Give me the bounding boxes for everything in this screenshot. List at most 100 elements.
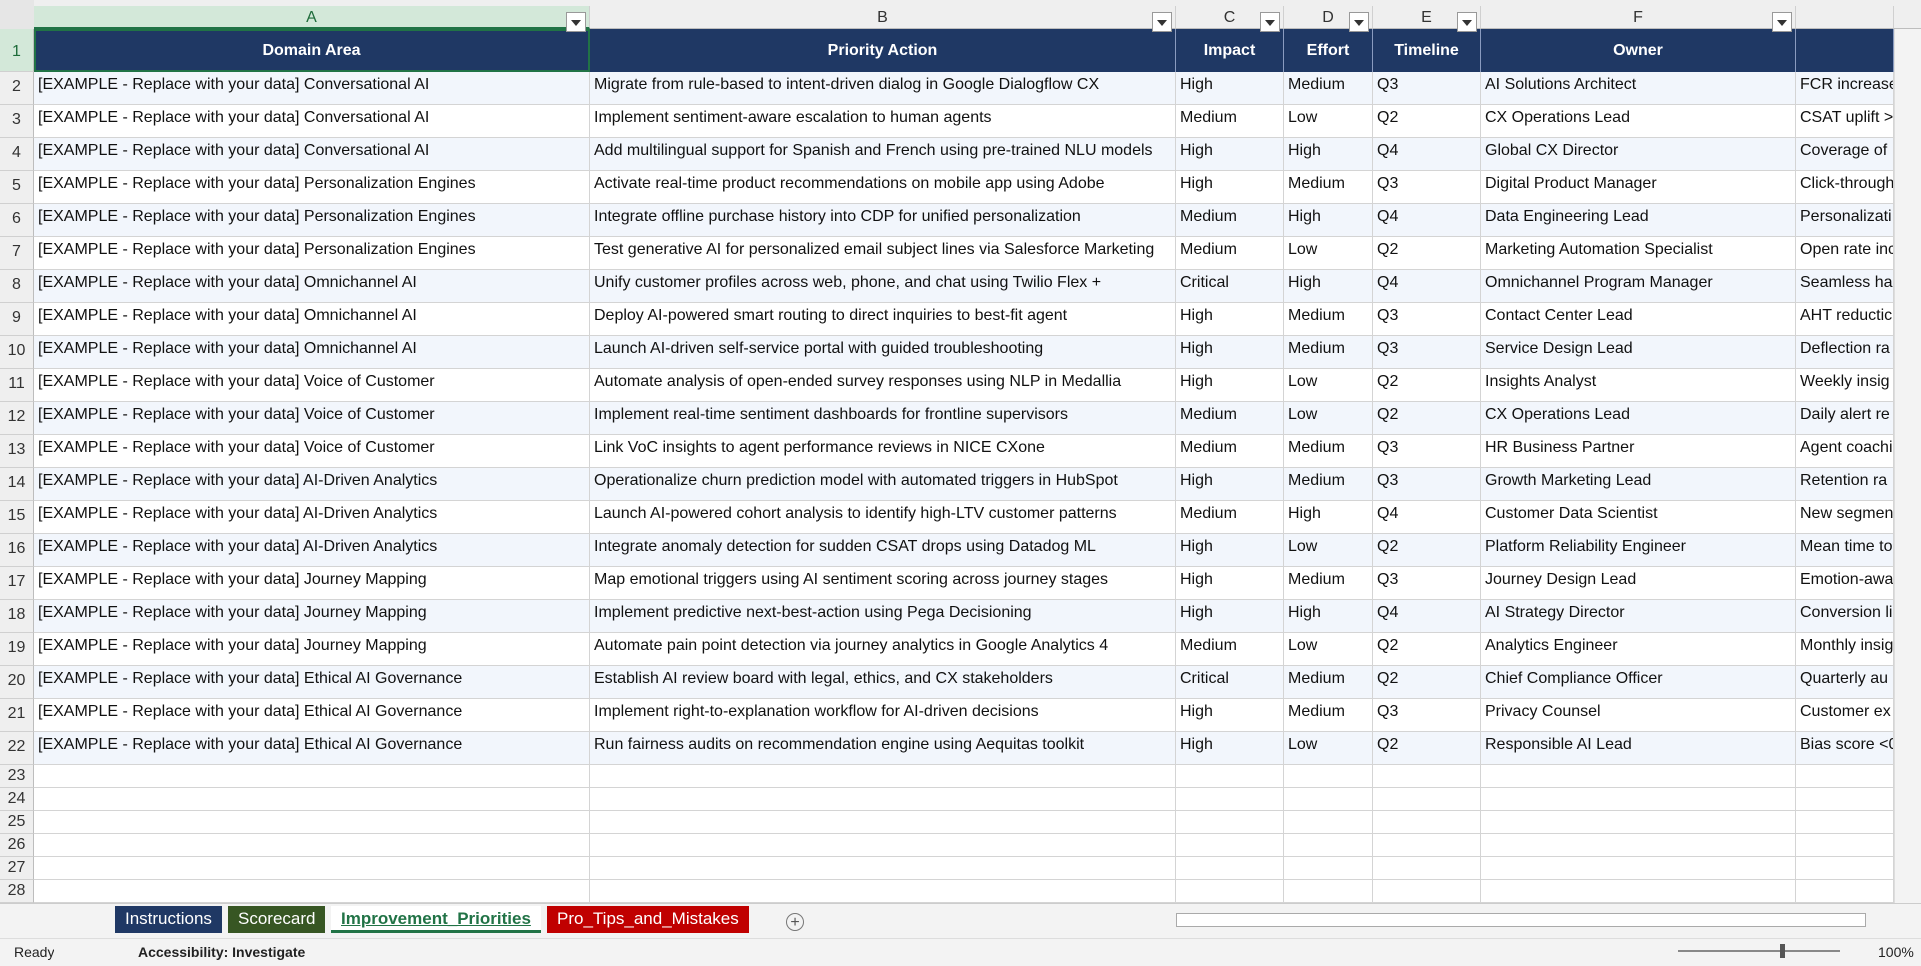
row-number[interactable]: 5: [0, 171, 34, 204]
table-cell[interactable]: Medium: [1284, 336, 1373, 369]
table-cell[interactable]: High: [1284, 138, 1373, 171]
empty-cell[interactable]: [1373, 857, 1481, 880]
table-cell[interactable]: Automate analysis of open-ended survey r…: [590, 369, 1176, 402]
table-cell[interactable]: High: [1176, 600, 1284, 633]
row-number[interactable]: 22: [0, 732, 34, 765]
empty-cell[interactable]: [1373, 811, 1481, 834]
empty-cell[interactable]: [1373, 788, 1481, 811]
table-cell[interactable]: High: [1284, 600, 1373, 633]
table-cell[interactable]: Medium: [1176, 237, 1284, 270]
table-cell[interactable]: Q3: [1373, 699, 1481, 732]
table-cell[interactable]: High: [1284, 501, 1373, 534]
table-cell[interactable]: CSAT uplift >: [1796, 105, 1894, 138]
table-cell[interactable]: Automate pain point detection via journe…: [590, 633, 1176, 666]
table-cell[interactable]: Medium: [1176, 435, 1284, 468]
table-cell[interactable]: High: [1176, 303, 1284, 336]
table-cell[interactable]: High: [1284, 204, 1373, 237]
table-cell[interactable]: Daily alert re: [1796, 402, 1894, 435]
row-number[interactable]: 25: [0, 811, 34, 834]
table-cell[interactable]: High: [1176, 138, 1284, 171]
table-cell[interactable]: Q4: [1373, 138, 1481, 171]
empty-cell[interactable]: [1481, 811, 1796, 834]
empty-cell[interactable]: [1373, 880, 1481, 903]
table-cell[interactable]: Migrate from rule-based to intent-driven…: [590, 72, 1176, 105]
table-cell[interactable]: Coverage of: [1796, 138, 1894, 171]
row-number[interactable]: 3: [0, 105, 34, 138]
table-cell[interactable]: High: [1176, 567, 1284, 600]
table-cell[interactable]: Low: [1284, 237, 1373, 270]
table-cell[interactable]: Privacy Counsel: [1481, 699, 1796, 732]
table-cell[interactable]: High: [1176, 369, 1284, 402]
table-cell[interactable]: Q3: [1373, 171, 1481, 204]
table-cell[interactable]: High: [1176, 534, 1284, 567]
select-all[interactable]: [0, 0, 34, 29]
table-cell[interactable]: Medium: [1176, 501, 1284, 534]
filter-button[interactable]: [1349, 12, 1369, 32]
table-cell[interactable]: AHT reductic: [1796, 303, 1894, 336]
table-cell[interactable]: Link VoC insights to agent performance r…: [590, 435, 1176, 468]
table-cell[interactable]: Low: [1284, 105, 1373, 138]
table-cell[interactable]: Unify customer profiles across web, phon…: [590, 270, 1176, 303]
table-cell[interactable]: Insights Analyst: [1481, 369, 1796, 402]
table-cell[interactable]: Growth Marketing Lead: [1481, 468, 1796, 501]
empty-cell[interactable]: [1284, 834, 1373, 857]
add-sheet-button[interactable]: +: [786, 913, 804, 931]
filter-button[interactable]: [1152, 12, 1172, 32]
row-number[interactable]: 24: [0, 788, 34, 811]
table-cell[interactable]: Q4: [1373, 600, 1481, 633]
table-cell[interactable]: Medium: [1284, 303, 1373, 336]
table-cell[interactable]: FCR increase: [1796, 72, 1894, 105]
column-letter[interactable]: C: [1176, 6, 1284, 29]
table-cell[interactable]: Open rate inc: [1796, 237, 1894, 270]
table-cell[interactable]: Q3: [1373, 72, 1481, 105]
table-cell[interactable]: Medium: [1176, 402, 1284, 435]
empty-cell[interactable]: [34, 788, 590, 811]
empty-cell[interactable]: [1284, 811, 1373, 834]
table-cell[interactable]: [EXAMPLE - Replace with your data] Omnic…: [34, 336, 590, 369]
table-cell[interactable]: Q2: [1373, 666, 1481, 699]
table-cell[interactable]: HR Business Partner: [1481, 435, 1796, 468]
table-cell[interactable]: High: [1176, 468, 1284, 501]
table-cell[interactable]: Q4: [1373, 204, 1481, 237]
table-cell[interactable]: Medium: [1284, 666, 1373, 699]
table-cell[interactable]: Monthly insig: [1796, 633, 1894, 666]
row-number[interactable]: 26: [0, 834, 34, 857]
table-cell[interactable]: Critical: [1176, 270, 1284, 303]
table-cell[interactable]: Establish AI review board with legal, et…: [590, 666, 1176, 699]
table-cell[interactable]: Low: [1284, 633, 1373, 666]
table-cell[interactable]: High: [1176, 72, 1284, 105]
table-cell[interactable]: Q2: [1373, 369, 1481, 402]
table-cell[interactable]: Map emotional triggers using AI sentimen…: [590, 567, 1176, 600]
row-number[interactable]: 19: [0, 633, 34, 666]
empty-cell[interactable]: [1176, 811, 1284, 834]
table-cell[interactable]: Global CX Director: [1481, 138, 1796, 171]
table-cell[interactable]: Implement real-time sentiment dashboards…: [590, 402, 1176, 435]
column-letter[interactable]: B: [590, 6, 1176, 29]
empty-cell[interactable]: [590, 811, 1176, 834]
table-cell[interactable]: Omnichannel Program Manager: [1481, 270, 1796, 303]
table-cell[interactable]: New segmen: [1796, 501, 1894, 534]
empty-cell[interactable]: [1796, 857, 1894, 880]
table-cell[interactable]: Deflection ra: [1796, 336, 1894, 369]
table-cell[interactable]: Medium: [1284, 567, 1373, 600]
table-cell[interactable]: [EXAMPLE - Replace with your data] Journ…: [34, 633, 590, 666]
table-cell[interactable]: Critical: [1176, 666, 1284, 699]
table-cell[interactable]: Implement right-to-explanation workflow …: [590, 699, 1176, 732]
empty-cell[interactable]: [34, 765, 590, 788]
row-number[interactable]: 21: [0, 699, 34, 732]
table-cell[interactable]: Medium: [1284, 72, 1373, 105]
table-cell[interactable]: Q2: [1373, 732, 1481, 765]
table-cell[interactable]: Activate real-time product recommendatio…: [590, 171, 1176, 204]
table-cell[interactable]: Q3: [1373, 468, 1481, 501]
table-cell[interactable]: Q2: [1373, 534, 1481, 567]
row-number[interactable]: 18: [0, 600, 34, 633]
empty-cell[interactable]: [1284, 880, 1373, 903]
row-number[interactable]: 28: [0, 880, 34, 903]
table-cell[interactable]: Service Design Lead: [1481, 336, 1796, 369]
sheet-tab[interactable]: Pro_Tips_and_Mistakes: [547, 906, 749, 933]
table-cell[interactable]: AI Solutions Architect: [1481, 72, 1796, 105]
table-cell[interactable]: CX Operations Lead: [1481, 402, 1796, 435]
table-cell[interactable]: Data Engineering Lead: [1481, 204, 1796, 237]
table-cell[interactable]: High: [1176, 336, 1284, 369]
filter-button[interactable]: [1772, 12, 1792, 32]
